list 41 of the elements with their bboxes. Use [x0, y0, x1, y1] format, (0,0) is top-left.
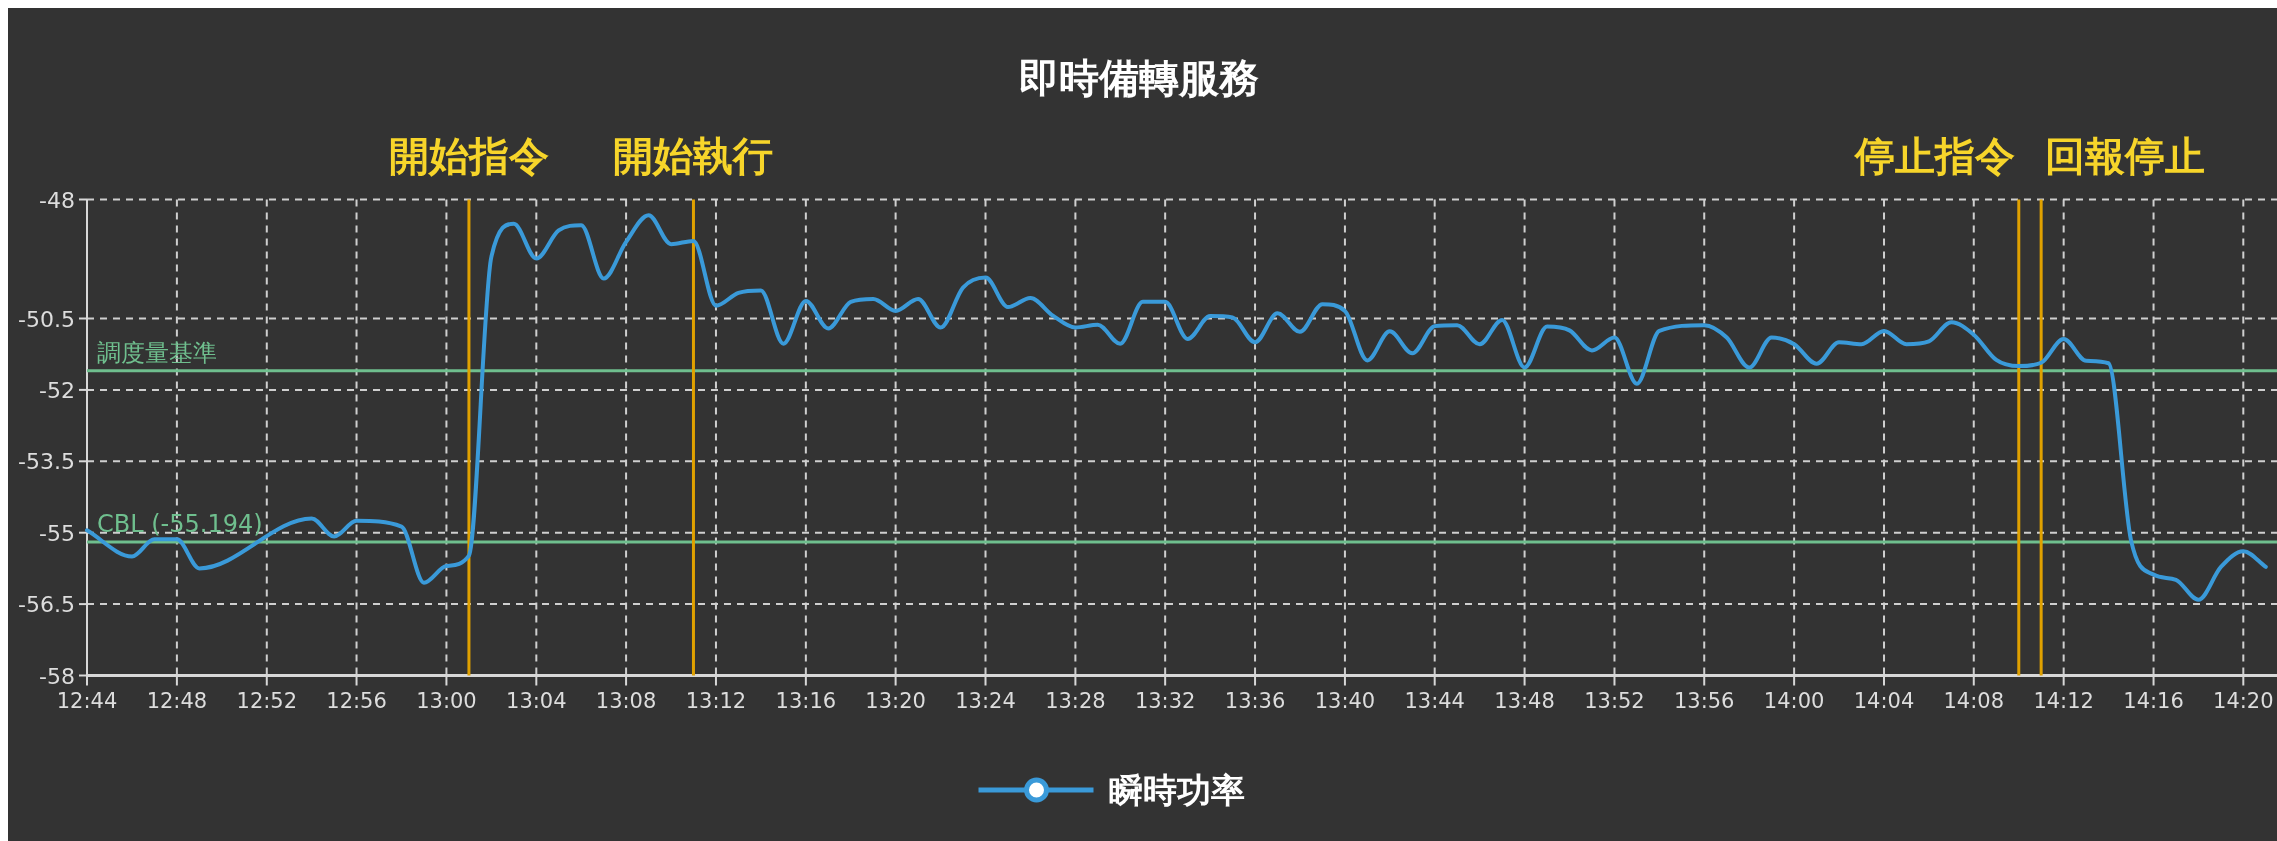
x-tick-label: 13:24 — [955, 688, 1016, 713]
x-tick-label: 12:44 — [56, 688, 118, 713]
ref-line-label: 回報停止 — [2045, 133, 2206, 179]
x-tick-label: 14:00 — [1763, 688, 1825, 713]
x-tick-label: 13:00 — [416, 688, 477, 713]
x-tick-label: 13:44 — [1404, 688, 1465, 713]
y-tick-label: -58 — [39, 663, 75, 689]
x-tick-label: 14:16 — [2123, 688, 2184, 713]
ref-line-label: 停止指令 — [1852, 133, 2015, 179]
y-tick-label: -50.5 — [18, 306, 75, 332]
y-tick-label: -48 — [39, 187, 75, 213]
x-tick-label: 14:08 — [1943, 688, 2005, 713]
y-tick-label: -56.5 — [18, 592, 75, 618]
y-tick-label: -53.5 — [18, 449, 75, 475]
x-tick-label: 14:04 — [1853, 688, 1915, 713]
ref-line-label: 開始執行 — [613, 133, 774, 179]
ref-line-label: CBL (-55.194) — [97, 509, 263, 538]
x-tick-label: 13:08 — [595, 688, 657, 713]
legend-label: 瞬時功率 — [1108, 770, 1245, 810]
x-tick-label: 13:20 — [865, 688, 926, 713]
x-tick-label: 13:48 — [1494, 688, 1555, 713]
x-tick-label: 14:12 — [2033, 688, 2094, 713]
x-tick-label: 13:52 — [1584, 688, 1645, 713]
x-tick-label: 13:36 — [1224, 688, 1286, 713]
y-tick-label: -52 — [39, 377, 75, 403]
x-tick-label: 13:12 — [685, 688, 747, 713]
ref-line-label: 調度量基準 — [97, 338, 217, 367]
x-tick-label: 13:16 — [775, 688, 837, 713]
ref-line-label: 開始指令 — [388, 133, 549, 179]
chart-title: 即時備轉服務 — [1018, 55, 1259, 101]
y-tick-label: -55 — [39, 520, 75, 546]
x-tick-label: 12:48 — [146, 688, 208, 713]
x-tick-label: 14:20 — [2213, 688, 2274, 713]
x-tick-label: 12:52 — [236, 688, 298, 713]
x-tick-label: 13:32 — [1134, 688, 1196, 713]
x-tick-label: 12:56 — [326, 688, 387, 713]
legend-item: 瞬時功率 — [978, 770, 1245, 810]
x-tick-label: 13:28 — [1045, 688, 1106, 713]
x-tick-label: 13:04 — [506, 688, 567, 713]
x-tick-label: 13:40 — [1314, 688, 1376, 713]
x-tick-label: 13:56 — [1673, 688, 1735, 713]
